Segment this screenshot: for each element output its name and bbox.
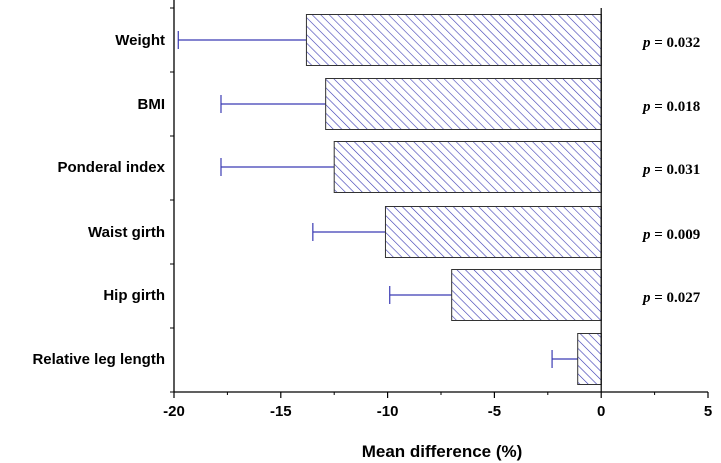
p-value-label: p = 0.009 [641,227,700,243]
x-tick-label: 0 [597,403,605,420]
p-value-label: p = 0.018 [641,99,700,115]
category-label: Ponderal index [57,159,165,176]
category-label: Waist girth [88,224,165,241]
p-value-label: p = 0.031 [641,162,700,178]
bar [333,141,602,193]
bar [325,78,602,130]
x-tick-label: -5 [488,403,501,420]
bar [384,206,602,258]
bar [451,269,602,321]
bar [577,333,602,385]
category-label: Hip girth [103,287,165,304]
category-label: Relative leg length [32,351,165,368]
bar [305,14,602,66]
x-axis-title: Mean difference (%) [362,442,523,461]
x-tick-label: -15 [270,403,292,420]
p-value-label: p = 0.032 [641,35,700,51]
category-label: BMI [138,96,166,113]
x-tick-label: -20 [163,403,185,420]
x-tick-label: -10 [377,403,399,420]
x-tick-label: 5 [704,403,712,420]
p-value-label: p = 0.027 [641,290,701,306]
category-label: Weight [115,32,165,49]
